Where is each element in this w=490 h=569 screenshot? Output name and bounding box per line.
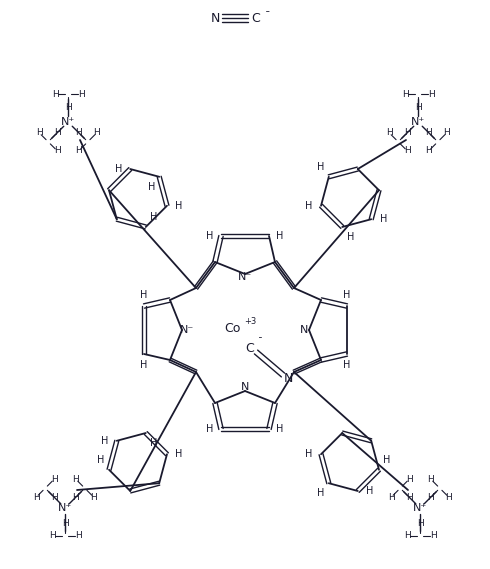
Text: H: H <box>428 89 434 98</box>
Text: H: H <box>317 162 324 172</box>
Text: H: H <box>206 231 214 241</box>
Text: H: H <box>276 231 284 241</box>
Text: H: H <box>443 128 450 137</box>
Text: H: H <box>445 493 452 502</box>
Text: H: H <box>65 102 72 112</box>
Text: H: H <box>75 128 82 137</box>
Text: H: H <box>416 518 423 527</box>
Text: N: N <box>300 325 308 335</box>
Text: H: H <box>140 290 147 300</box>
Text: H: H <box>406 493 413 502</box>
Text: H: H <box>366 486 373 496</box>
Text: N⁺: N⁺ <box>61 117 75 127</box>
Text: H: H <box>147 182 155 192</box>
Text: Co: Co <box>224 321 240 335</box>
Text: H: H <box>404 531 411 541</box>
Text: H: H <box>430 531 437 541</box>
Text: H: H <box>62 518 69 527</box>
Text: H: H <box>343 290 351 300</box>
Text: H: H <box>74 531 81 541</box>
Text: H: H <box>386 128 392 137</box>
Text: H: H <box>425 128 432 137</box>
Text: H: H <box>72 475 79 484</box>
Text: N⁻: N⁻ <box>238 272 252 282</box>
Text: H: H <box>380 214 387 224</box>
Text: N⁺: N⁺ <box>58 503 72 513</box>
Text: N⁺: N⁺ <box>411 117 425 127</box>
Text: H: H <box>150 212 157 222</box>
Text: H: H <box>404 146 411 155</box>
Text: H: H <box>91 493 98 502</box>
Text: H: H <box>276 424 284 434</box>
Text: H: H <box>343 360 351 370</box>
Text: H: H <box>51 89 58 98</box>
Text: H: H <box>33 493 39 502</box>
Text: H: H <box>317 488 324 498</box>
Text: H: H <box>75 146 82 155</box>
Text: H: H <box>383 455 391 465</box>
Text: N: N <box>241 382 249 392</box>
Text: H: H <box>150 438 157 448</box>
Text: H: H <box>175 450 183 459</box>
Text: H: H <box>54 128 61 137</box>
Text: H: H <box>49 531 55 541</box>
Text: H: H <box>415 102 421 112</box>
Text: H: H <box>115 164 122 174</box>
Text: H: H <box>388 493 394 502</box>
Text: H: H <box>51 493 58 502</box>
Text: H: H <box>346 232 354 242</box>
Text: H: H <box>101 436 108 446</box>
Text: H: H <box>98 455 105 465</box>
Text: H: H <box>406 475 413 484</box>
Text: H: H <box>305 201 313 211</box>
Text: N: N <box>210 11 220 24</box>
Text: H: H <box>427 493 434 502</box>
Text: H: H <box>402 89 408 98</box>
Text: C: C <box>252 11 260 24</box>
Text: H: H <box>175 201 183 211</box>
Text: H: H <box>72 493 79 502</box>
Text: H: H <box>36 128 42 137</box>
Text: H: H <box>54 146 61 155</box>
Text: ¯: ¯ <box>258 337 263 347</box>
Text: H: H <box>427 475 434 484</box>
Text: ¯: ¯ <box>265 11 271 21</box>
Text: H: H <box>94 128 100 137</box>
Text: N: N <box>283 372 293 385</box>
Text: H: H <box>77 89 84 98</box>
Text: +3: +3 <box>244 318 256 327</box>
Text: C: C <box>245 341 254 354</box>
Text: H: H <box>425 146 432 155</box>
Text: N⁺: N⁺ <box>413 503 427 513</box>
Text: H: H <box>206 424 214 434</box>
Text: N⁻: N⁻ <box>180 325 194 335</box>
Text: H: H <box>140 360 147 370</box>
Text: H: H <box>404 128 411 137</box>
Text: H: H <box>51 475 58 484</box>
Text: H: H <box>305 450 313 459</box>
